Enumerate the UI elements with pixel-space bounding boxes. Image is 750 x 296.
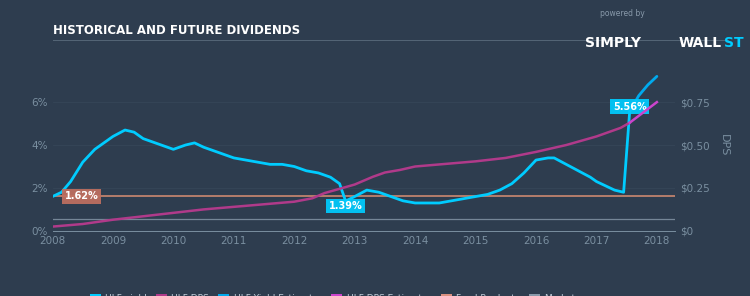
Text: powered by: powered by [600,9,645,18]
Text: SIMPLY: SIMPLY [585,36,641,49]
Text: HISTORICAL AND FUTURE DIVIDENDS: HISTORICAL AND FUTURE DIVIDENDS [53,24,299,37]
Text: 1.39%: 1.39% [328,201,362,211]
Text: WALL: WALL [679,36,722,49]
Text: ST: ST [724,36,743,49]
Text: 1.62%: 1.62% [64,191,98,201]
Text: 5.56%: 5.56% [613,102,646,112]
Legend: HLF yield, HLF DPS, HLF Yield Estimates, HLF DPS Estimates, Food Products, Marke: HLF yield, HLF DPS, HLF Yield Estimates,… [86,290,579,296]
Y-axis label: DPS: DPS [719,134,729,156]
